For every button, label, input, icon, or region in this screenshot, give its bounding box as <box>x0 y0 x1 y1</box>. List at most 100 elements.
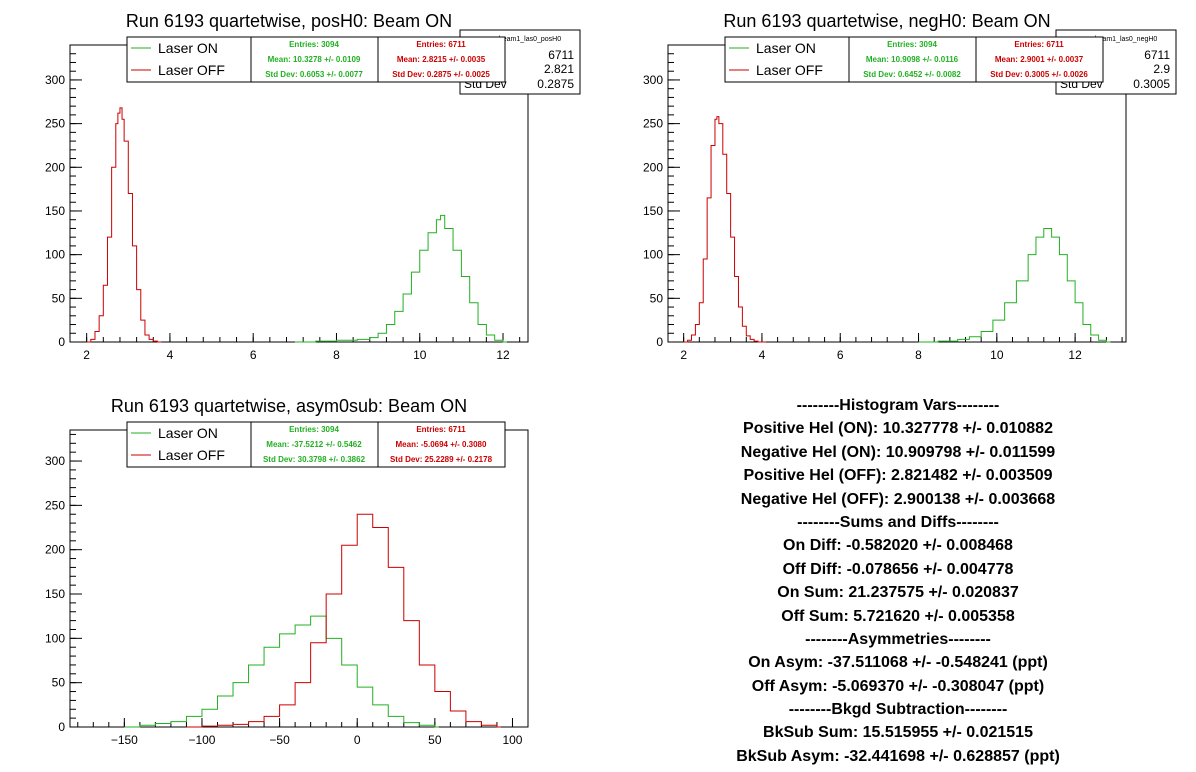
summary-line: --------Asymmetries-------- <box>805 630 991 648</box>
series-laser-on <box>918 227 1111 343</box>
statbox-entries: 6711 <box>548 48 574 62</box>
stats-off-entries: Entries: 6711 <box>416 40 466 49</box>
x-tick-label: 6 <box>250 348 257 362</box>
y-tick-label: 250 <box>643 117 663 131</box>
x-tick-label: −150 <box>111 733 138 747</box>
stats-on-mean: Mean: -37.5212 +/- 0.5462 <box>266 440 362 449</box>
stats-on-entries: Entries: 3094 <box>887 40 937 49</box>
stats-off-std: Std Dev: 0.3005 +/- 0.0026 <box>990 70 1088 79</box>
y-tick-label: 0 <box>58 720 65 734</box>
series-laser-off <box>186 513 501 728</box>
summary-line: On Diff: -0.582020 +/- 0.008468 <box>783 537 1013 555</box>
summary-line: BkSub Sum: 15.515955 +/- 0.021515 <box>763 724 1033 742</box>
summary-panel: --------Histogram Vars-------- Positive … <box>600 394 1196 768</box>
stats-off-entries: Entries: 6711 <box>1014 40 1064 49</box>
chart-title: Run 6193 quartetwise, posH0: Beam ON <box>126 11 452 31</box>
stats-off-std: Std Dev: 0.2875 +/- 0.0025 <box>392 70 490 79</box>
legend: Laser ON Laser OFF Entries: 3094 Mean: 10.3… <box>126 36 506 83</box>
statbox-mean: 2.9 <box>1153 62 1170 76</box>
legend-frame <box>126 421 506 468</box>
legend: Laser ON Laser OFF Entries: 3094 Mean: 10.9… <box>724 36 1104 83</box>
summary-line: Positive Hel (ON): 10.327778 +/- 0.01088… <box>743 420 1053 438</box>
summary-line: Off Diff: -0.078656 +/- 0.004778 <box>782 560 1014 578</box>
y-tick-label: 150 <box>45 204 65 218</box>
stats-off-mean: Mean: 2.8215 +/- 0.0035 <box>397 55 486 64</box>
statbox-stddev: 0.3005 <box>1133 77 1170 91</box>
y-tick-label: 50 <box>52 676 66 690</box>
summary-line: On Sum: 21.237575 +/- 0.020837 <box>777 584 1019 602</box>
chart-pad: Run 6193 quartetwise, posH0: Beam ON 2 4 6 8… <box>45 11 581 362</box>
series-laser-on <box>294 214 508 343</box>
summary-line: --------Bkgd Subtraction-------- <box>788 701 1008 719</box>
y-tick-label: 100 <box>643 248 663 262</box>
summary-line: --------Histogram Vars-------- <box>796 397 1000 414</box>
summary-line: Negative Hel (ON): 10.909798 +/- 0.01159… <box>740 443 1056 461</box>
y-tick-label: 150 <box>45 587 65 601</box>
x-tick-label: 2 <box>680 348 687 362</box>
summary-line: On Asym: -37.511068 +/- -0.548241 (ppt) <box>748 654 1048 672</box>
legend-frame <box>724 36 1104 83</box>
series-laser-off <box>683 116 766 343</box>
stats-off-std: Std Dev: 25.2289 +/- 0.2178 <box>390 455 493 464</box>
stats-on-mean: Mean: 10.9098 +/- 0.0116 <box>866 55 959 64</box>
y-tick-label: 250 <box>45 117 65 131</box>
stats-on-std: Std Dev: 0.6452 +/- 0.0082 <box>863 70 961 79</box>
statbox-name: beam1_las0_negH0 <box>1095 36 1158 43</box>
stats-on-std: Std Dev: 30.3798 +/- 0.3862 <box>263 455 366 464</box>
y-tick-label: 0 <box>58 335 65 349</box>
x-tick-label: 10 <box>990 348 1004 362</box>
chart-pad: Run 6193 quartetwise, asym0sub: Beam ON −… <box>45 396 529 747</box>
legend: Laser ON Laser OFF Entries: 3094 Mean: -37.… <box>126 421 506 468</box>
x-tick-label: 6 <box>837 348 844 362</box>
statbox-entries: 6711 <box>1144 48 1170 62</box>
x-tick-label: 8 <box>915 348 922 362</box>
y-tick-label: 150 <box>643 204 663 218</box>
y-tick-label: 200 <box>643 160 663 174</box>
summary-line: Negative Hel (OFF): 2.900138 +/- 0.00366… <box>740 490 1056 508</box>
y-tick-label: 0 <box>656 335 663 349</box>
axis-frame <box>69 44 529 343</box>
statbox-name: beam1_las0_posH0 <box>499 36 561 43</box>
x-tick-label: 8 <box>333 348 340 362</box>
legend-frame <box>126 36 506 83</box>
y-tick-label: 100 <box>45 631 65 645</box>
y-tick-label: 200 <box>45 160 65 174</box>
statbox-stddev: 0.2875 <box>537 77 574 91</box>
chart-title: Run 6193 quartetwise, asym0sub: Beam ON <box>111 396 467 416</box>
stats-on-entries: Entries: 3094 <box>289 425 339 434</box>
summary-line: --------Sums and Diffs-------- <box>797 513 999 531</box>
stats-on-std: Std Dev: 0.6053 +/- 0.0077 <box>265 70 363 79</box>
x-tick-label: −50 <box>269 733 290 747</box>
y-tick-label: 200 <box>45 543 65 557</box>
legend-label-on: Laser ON <box>158 40 218 56</box>
y-tick-label: 50 <box>52 291 66 305</box>
x-tick-label: 2 <box>83 348 90 362</box>
x-tick-label: 12 <box>1068 348 1082 362</box>
x-tick-label: 10 <box>413 348 427 362</box>
y-tick-label: 100 <box>45 248 65 262</box>
stats-on-entries: Entries: 3094 <box>289 40 339 49</box>
stats-off-entries: Entries: 6711 <box>416 425 466 434</box>
chart-pad: Run 6193 quartetwise, negH0: Beam ON 2 4 6 8… <box>643 11 1177 362</box>
y-tick-label: 300 <box>643 73 663 87</box>
legend-label-off: Laser OFF <box>158 447 225 463</box>
series-laser-on <box>124 615 439 728</box>
x-tick-label: 4 <box>167 348 174 362</box>
y-tick-label: 300 <box>45 73 65 87</box>
stats-on-mean: Mean: 10.3278 +/- 0.0109 <box>268 55 361 64</box>
summary-line: Positive Hel (OFF): 2.821482 +/- 0.00350… <box>743 467 1053 485</box>
y-tick-label: 250 <box>45 498 65 512</box>
x-tick-label: −100 <box>188 733 215 747</box>
x-tick-label: 50 <box>428 733 442 747</box>
legend-label-on: Laser ON <box>756 40 816 56</box>
x-tick-label: 12 <box>496 348 510 362</box>
statbox-mean: 2.821 <box>544 62 574 76</box>
summary-line: Off Asym: -5.069370 +/- -0.308047 (ppt) <box>751 677 1045 695</box>
legend-label-off: Laser OFF <box>756 62 823 78</box>
chart-title: Run 6193 quartetwise, negH0: Beam ON <box>723 11 1050 31</box>
stats-off-mean: Mean: -5.0694 +/- 0.3080 <box>396 440 487 449</box>
legend-label-off: Laser OFF <box>158 62 225 78</box>
series-laser-off <box>86 107 162 343</box>
x-tick-label: 100 <box>502 733 522 747</box>
